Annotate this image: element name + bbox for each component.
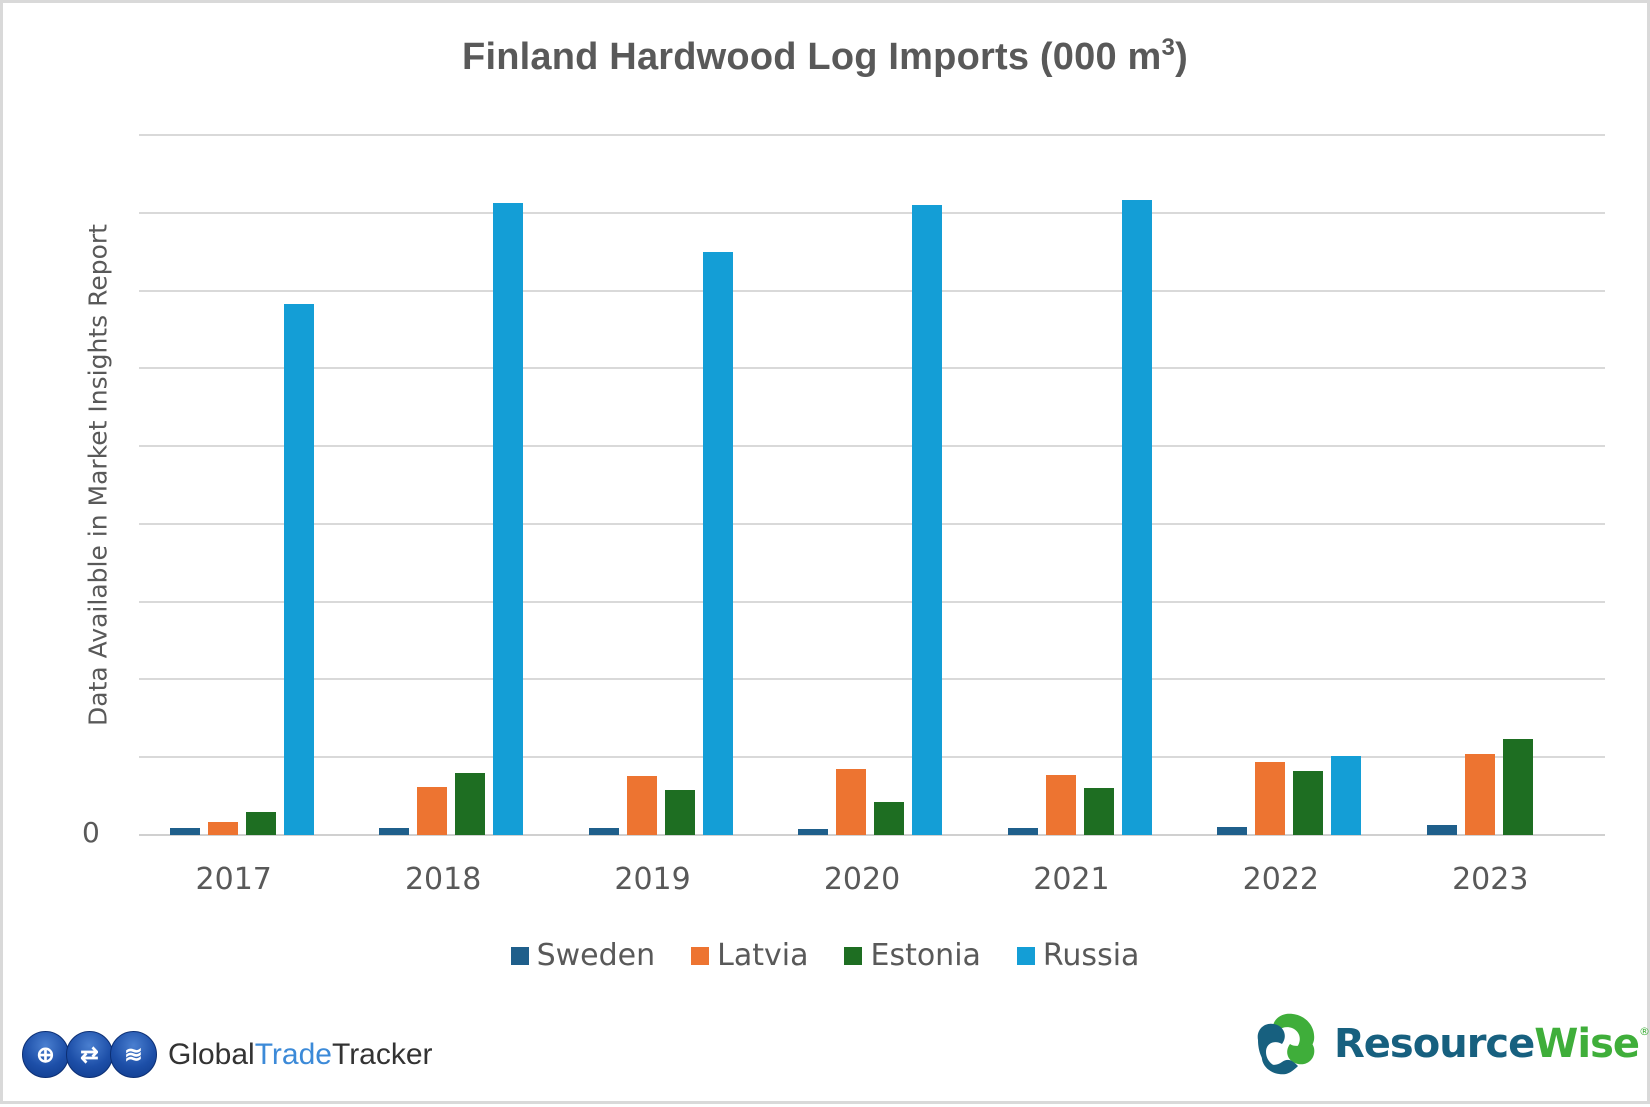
bar-russia-2017	[284, 303, 314, 835]
legend-swatch-icon	[1016, 946, 1035, 965]
bar-russia-2018	[493, 202, 524, 835]
legend-item-sweden: Sweden	[510, 938, 656, 973]
exchange-icon: ⇄	[66, 1031, 113, 1078]
gridline	[139, 445, 1605, 448]
x-axis-baseline	[139, 834, 1605, 836]
gridline	[139, 678, 1605, 681]
gridline	[139, 756, 1605, 759]
legend: Sweden Latvia Estonia Russia	[0, 938, 1650, 973]
x-tick-label: 2020	[823, 862, 901, 897]
bar-estonia-2021	[1083, 787, 1114, 835]
bar-latvia-2017	[208, 821, 238, 835]
bar-latvia-2019	[626, 775, 657, 835]
legend-label: Latvia	[717, 938, 809, 973]
x-tick-label: 2023	[1452, 862, 1529, 897]
x-tick-label: 2021	[1033, 862, 1110, 897]
bar-latvia-2020	[836, 768, 867, 835]
bar-estonia-2020	[874, 802, 905, 835]
resourcewise-swirl-icon	[1257, 1013, 1315, 1075]
gtt-wordmark: GlobalTradeTracker	[168, 1037, 433, 1071]
bar-russia-2019	[702, 251, 733, 835]
legend-label: Sweden	[536, 938, 656, 973]
bar-sweden-2021	[1007, 828, 1038, 835]
bar-sweden-2017	[170, 828, 200, 835]
plot-area	[139, 134, 1605, 836]
bar-estonia-2023	[1502, 738, 1533, 835]
bar-latvia-2023	[1464, 754, 1495, 835]
gridline	[139, 289, 1605, 292]
bar-latvia-2018	[417, 786, 448, 835]
bar-sweden-2019	[588, 828, 619, 835]
resourcewise-logo: ResourceWise®	[1252, 1010, 1650, 1078]
x-tick-label: 2022	[1242, 862, 1320, 897]
x-tick-label: 2017	[195, 862, 272, 897]
legend-label: Estonia	[870, 938, 981, 973]
chart-icon: ≋	[110, 1031, 157, 1078]
x-tick-label: 2019	[614, 862, 691, 897]
y-axis-label: Data Available in Market Insights Report	[83, 224, 113, 726]
legend-swatch-icon	[691, 946, 710, 965]
bar-estonia-2017	[246, 811, 276, 835]
bar-sweden-2022	[1217, 827, 1248, 835]
legend-label: Russia	[1042, 938, 1140, 973]
chart-title: Finland Hardwood Log Imports (000 m3)	[462, 34, 1188, 79]
bar-sweden-2018	[379, 828, 410, 835]
y-tick-zero: 0	[82, 816, 100, 849]
bar-sweden-2023	[1426, 824, 1457, 835]
bar-russia-2020	[912, 205, 943, 835]
x-tick-label: 2018	[404, 862, 482, 897]
legend-swatch-icon	[510, 946, 529, 965]
legend-swatch-icon	[844, 946, 863, 965]
bar-russia-2021	[1121, 200, 1152, 835]
bar-sweden-2020	[798, 828, 829, 835]
globaltradetracker-logo: ⊕ ⇄ ≋ GlobalTradeTracker	[22, 1031, 433, 1078]
bar-estonia-2019	[664, 789, 695, 835]
legend-item-estonia: Estonia	[844, 938, 981, 973]
gridline	[139, 211, 1605, 214]
gridline	[139, 367, 1605, 370]
bar-estonia-2022	[1293, 771, 1324, 835]
bar-latvia-2021	[1045, 775, 1076, 835]
bar-latvia-2022	[1255, 761, 1286, 835]
bar-estonia-2018	[455, 772, 486, 835]
resourcewise-wordmark: ResourceWise®	[1334, 1021, 1650, 1067]
globe-icon: ⊕	[22, 1031, 69, 1078]
legend-item-latvia: Latvia	[691, 938, 808, 973]
legend-item-russia: Russia	[1016, 938, 1140, 973]
gridline	[139, 134, 1605, 136]
gridline	[139, 522, 1605, 525]
gridline	[139, 600, 1605, 603]
bar-russia-2022	[1331, 755, 1362, 835]
